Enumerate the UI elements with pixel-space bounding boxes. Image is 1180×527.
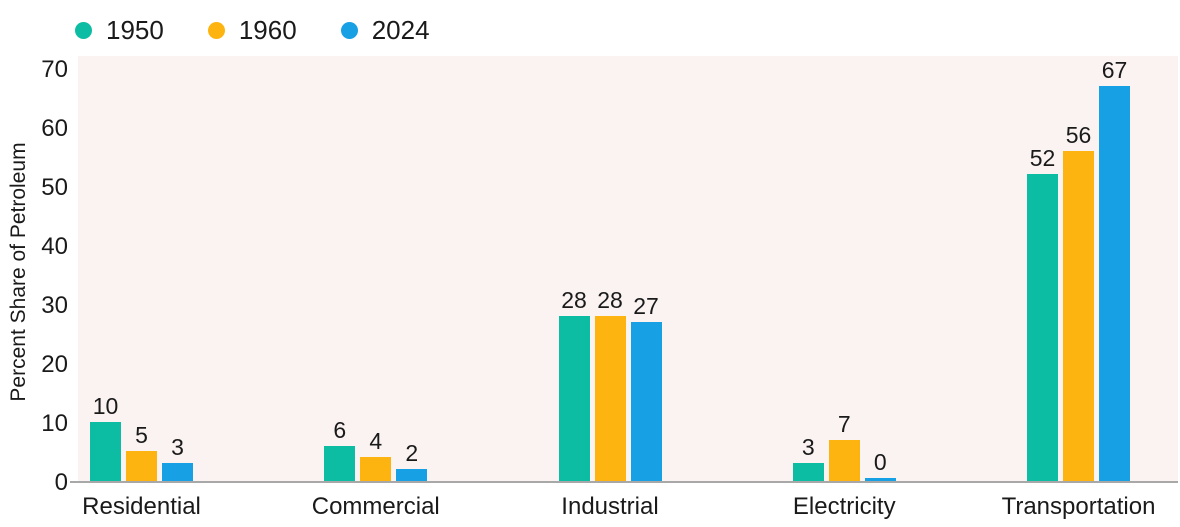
bar-slot: 52: [1027, 146, 1058, 481]
category-label: Commercial: [311, 493, 440, 520]
bar-slot: 28: [594, 288, 626, 481]
plot-area: 10 5 3 Residential 6 4 2 Commercial 28 28 27 Indust…: [70, 56, 1178, 520]
bar-2024: [864, 478, 896, 481]
bar-group-transportation: 52 56 67 Transportation: [1002, 58, 1156, 520]
y-tick-label: 70: [41, 56, 68, 83]
bar-1950: [1027, 174, 1058, 481]
bar-slot: 3: [162, 435, 193, 481]
bar-value-label: 52: [1029, 145, 1056, 171]
y-tick-label: 40: [41, 233, 68, 260]
bars-row: 10 5 3 Residential 6 4 2 Commercial 28 28 27 Indust…: [78, 58, 1178, 520]
y-tick-label: 10: [41, 410, 68, 437]
bar-1960: [1063, 151, 1094, 481]
x-axis-line: [70, 481, 1178, 483]
legend-label: 2024: [371, 15, 430, 45]
bar-value-label: 6: [333, 417, 347, 443]
bar-value-label: 56: [1065, 122, 1092, 148]
legend-dot-icon: [340, 21, 358, 39]
legend-item-1950: 1950: [75, 16, 164, 44]
bar-1960: [828, 440, 860, 481]
legend-label: 1950: [106, 15, 164, 45]
bar-value-label: 2: [405, 440, 419, 466]
bar-value-label: 7: [837, 411, 851, 437]
bar-value-label: 28: [561, 287, 587, 313]
bar-value-label: 5: [135, 422, 148, 448]
bar-value-label: 28: [597, 287, 623, 313]
legend-label: 1960: [238, 15, 297, 45]
bar-value-label: 3: [171, 434, 184, 460]
category-label: Transportation: [1001, 493, 1156, 520]
bar-slot: 27: [630, 294, 662, 481]
bar-slot: 5: [126, 423, 157, 481]
legend-dot-icon: [75, 21, 92, 39]
bar-1950: [90, 422, 121, 481]
legend-item-1960: 1960: [207, 15, 297, 45]
bar-2024: [1099, 86, 1130, 481]
bar-group-electricity: 3 7 0 Electricity: [792, 412, 896, 520]
bar-slot: 6: [324, 418, 356, 481]
y-tick-label: 50: [41, 174, 68, 201]
bar-slot: 10: [90, 394, 121, 481]
y-tick-label: 30: [41, 292, 68, 319]
bar-slot: 0: [864, 450, 896, 481]
legend-item-2024: 2024: [340, 15, 430, 45]
y-tick-label: 20: [41, 351, 68, 378]
bar-value-label: 27: [633, 293, 659, 319]
bar-2024: [162, 463, 193, 481]
bar-1950: [558, 316, 590, 481]
legend-dot-icon: [207, 21, 225, 39]
bar-2024: [630, 322, 662, 481]
category-label: Electricity: [792, 493, 896, 520]
bar-slot: 2: [396, 441, 428, 481]
bar-slot: 67: [1099, 58, 1130, 481]
bar-group-commercial: 6 4 2 Commercial: [312, 418, 440, 520]
bar-slot: 56: [1063, 123, 1094, 481]
bar-value-label: 3: [801, 434, 815, 460]
bar-value-label: 0: [873, 449, 887, 475]
category-label: Residential: [82, 493, 201, 520]
bar-1960: [594, 316, 626, 481]
bar-slot: 4: [360, 429, 392, 481]
bar-value-label: 67: [1101, 57, 1128, 83]
bar-value-label: 4: [369, 428, 383, 454]
bar-slot: 3: [792, 435, 824, 481]
y-tick-label: 0: [54, 469, 68, 496]
bar-group-residential: 10 5 3 Residential: [82, 394, 201, 520]
bar-group-industrial: 28 28 27 Industrial: [558, 288, 662, 520]
bar-1950: [792, 463, 824, 481]
bar-slot: 28: [558, 288, 590, 481]
bar-1950: [324, 446, 356, 481]
legend: 1950 1960 2024: [75, 16, 430, 44]
bar-value-label: 10: [92, 393, 119, 419]
y-tick-label: 60: [41, 115, 68, 142]
bar-1960: [126, 451, 157, 481]
y-axis-ticks: 0 10 20 30 40 50 60 70: [0, 56, 68, 496]
bar-2024: [396, 469, 428, 481]
bar-1960: [360, 457, 392, 481]
category-label: Industrial: [561, 493, 659, 520]
bar-slot: 7: [828, 412, 860, 481]
